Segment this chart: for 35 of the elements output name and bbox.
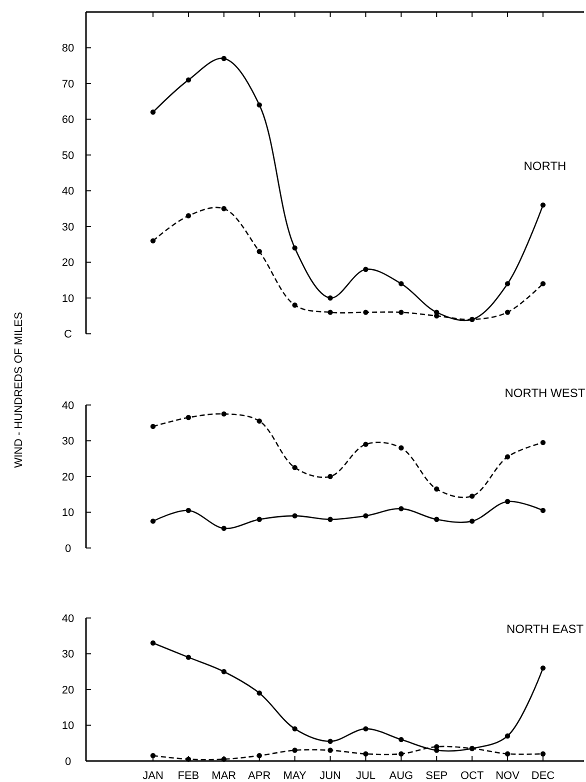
y-tick-label: 10 [62, 292, 74, 305]
x-tick-label: SEP [426, 770, 448, 782]
y-tick-label: C [64, 328, 72, 341]
x-tick-label: JAN [142, 770, 164, 782]
y-tick-label: 20 [62, 684, 74, 696]
y-tick-label: 30 [62, 648, 74, 661]
y-tick-label: 10 [62, 720, 74, 732]
x-tick-label: JUN [320, 770, 342, 782]
x-tick-label: AUG [389, 770, 414, 782]
chart-title: NORTH WEST [504, 386, 586, 400]
x-tick-label: MAY [283, 770, 307, 782]
chart-title: NORTH EAST [506, 622, 584, 636]
y-tick-label: 30 [62, 436, 74, 448]
y-tick-label: 40 [62, 612, 74, 625]
x-tick-label: OCT [460, 770, 484, 782]
x-tick-label: MAR [212, 770, 236, 782]
x-tick-label: JUL [356, 770, 376, 782]
y-tick-label: 80 [62, 42, 74, 55]
y-tick-label: 50 [62, 150, 74, 162]
y-tick-label: 30 [62, 221, 74, 234]
y-tick-label: 20 [62, 257, 74, 270]
text: NORTH [524, 159, 566, 173]
y-tick-label: 70 [62, 78, 74, 90]
x-tick-label: DEC [531, 770, 555, 782]
x-tick-label: APR [248, 770, 271, 782]
x-tick-label: FEB [178, 770, 200, 782]
y-tick-label: 0 [64, 756, 72, 768]
y-tick-label: 40 [62, 186, 74, 198]
y-tick-label: 40 [62, 400, 74, 412]
y-tick-label: 10 [62, 507, 74, 520]
y-tick-label: 0 [64, 542, 72, 555]
y-tick-label: 60 [62, 114, 74, 126]
y-axis-title: WIND - HUNDREDS OF MILES [13, 312, 25, 468]
y-tick-label: 20 [62, 471, 74, 484]
x-tick-label: NOV [496, 770, 520, 782]
